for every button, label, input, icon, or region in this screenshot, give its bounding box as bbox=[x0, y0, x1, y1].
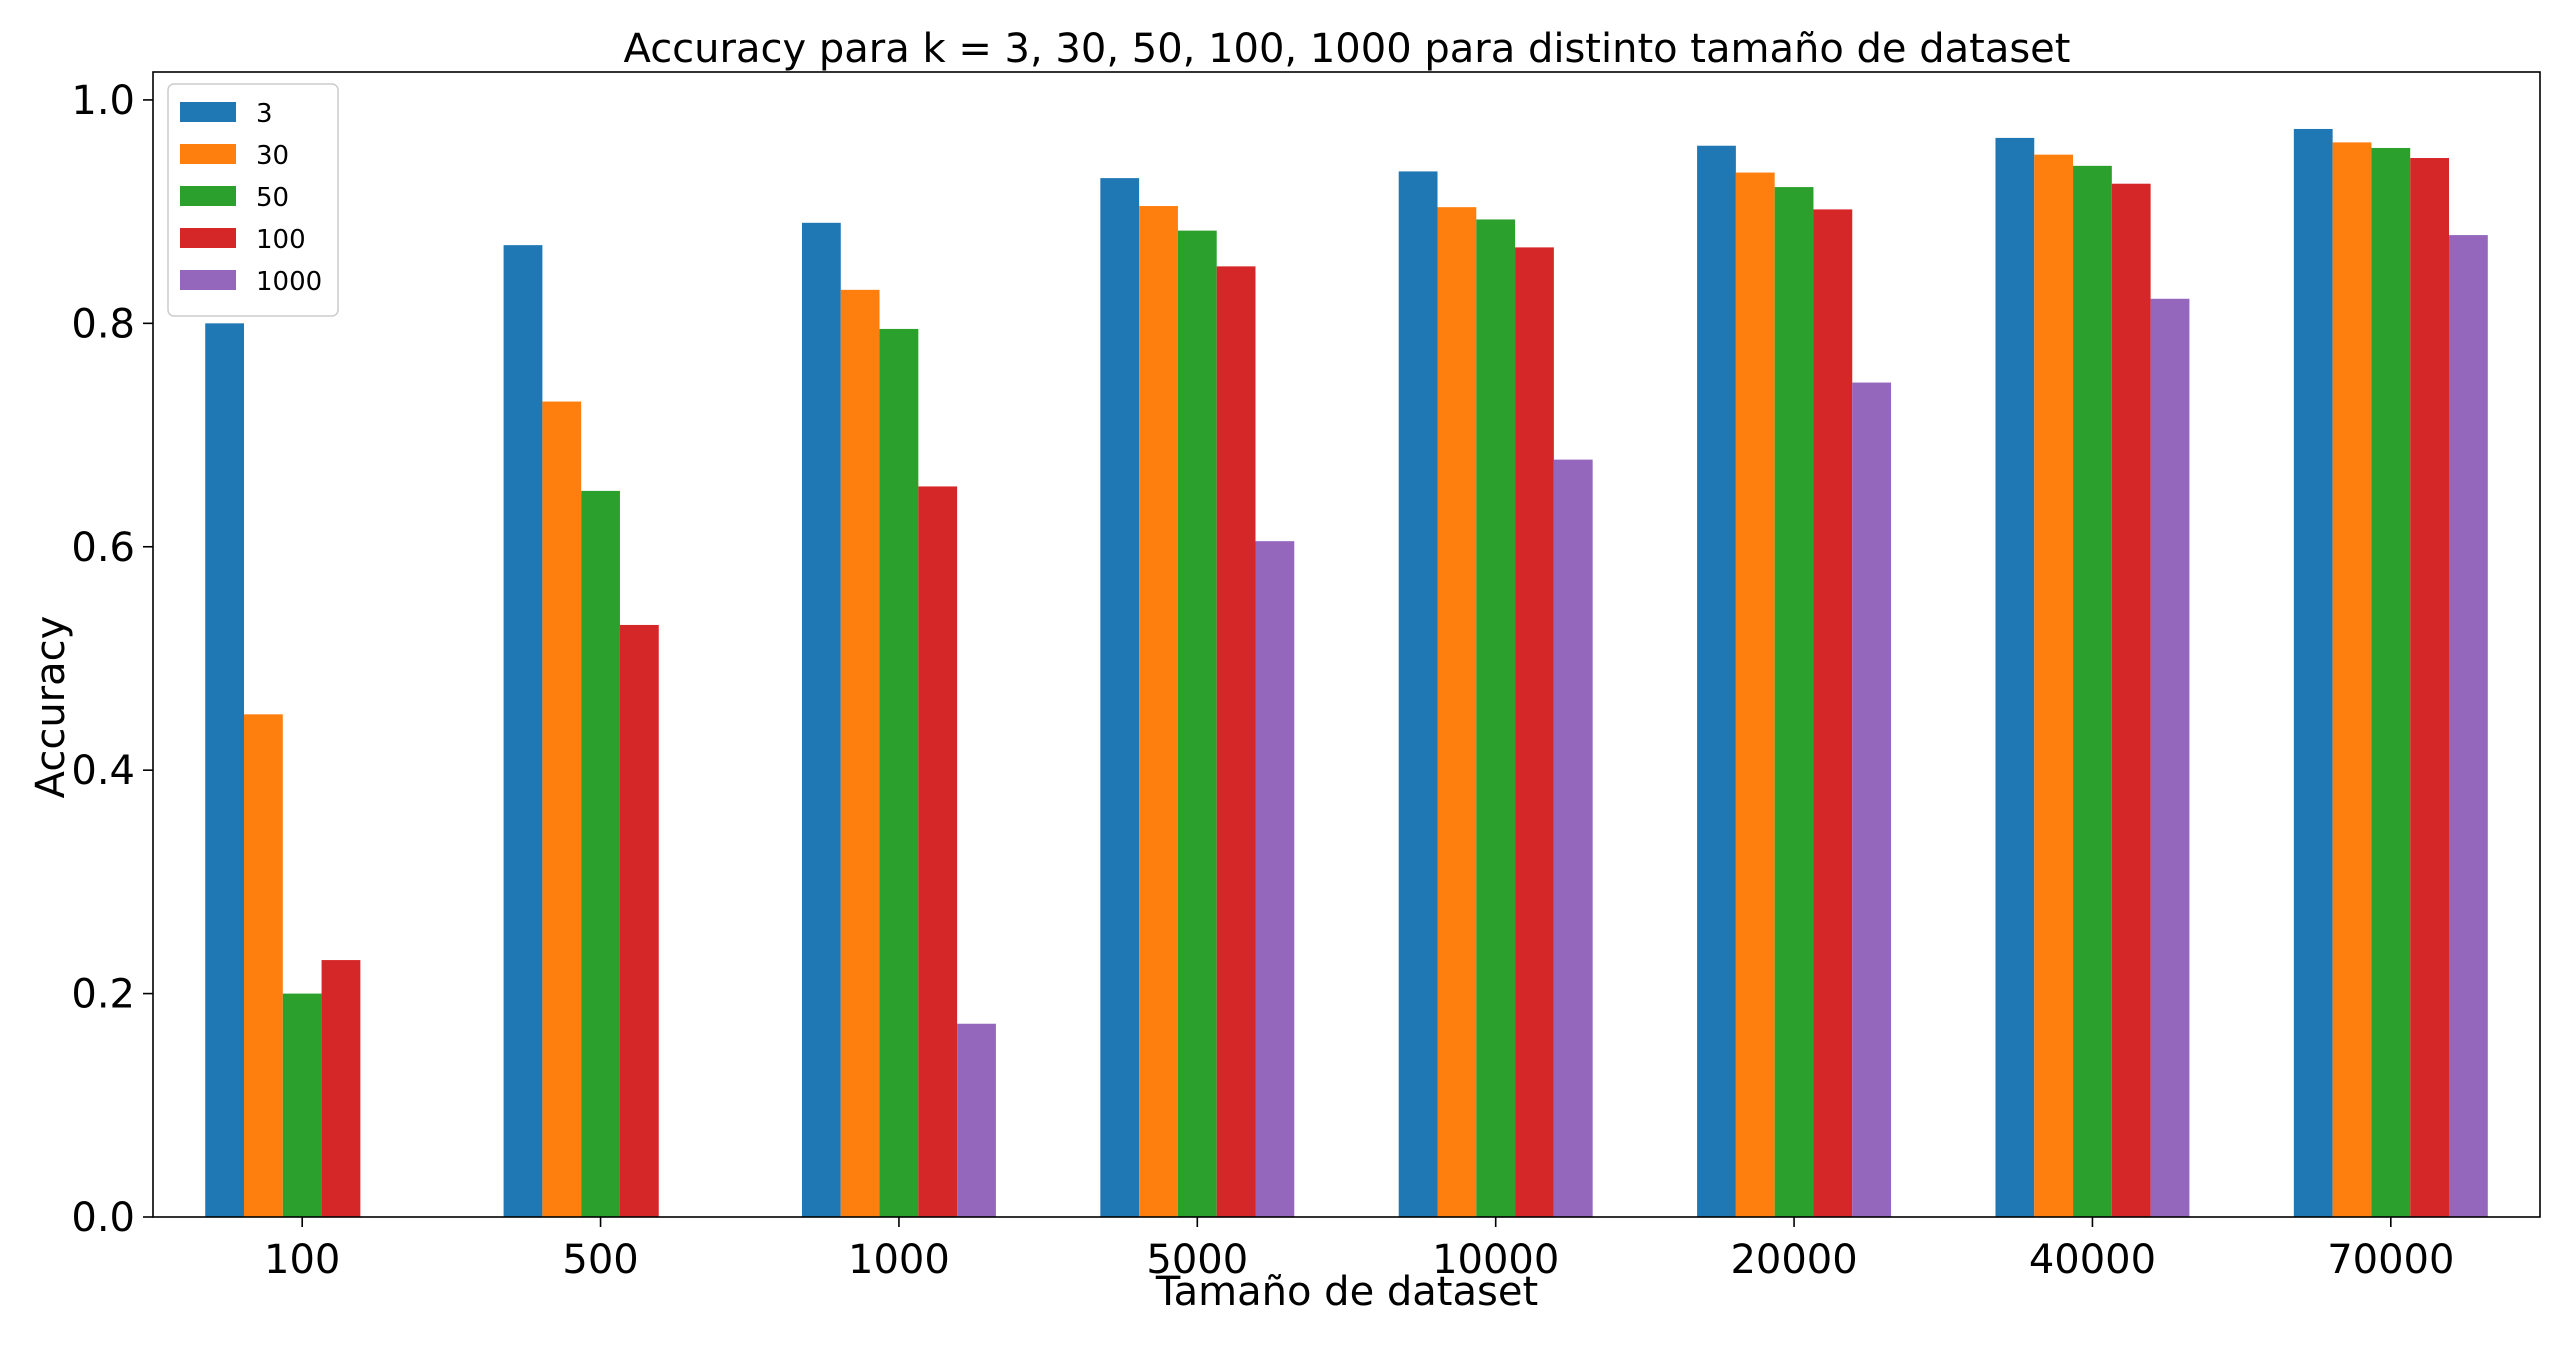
x-tick-label: 40000 bbox=[2029, 1237, 2156, 1283]
legend-swatch bbox=[180, 102, 236, 122]
chart-title: Accuracy para k = 3, 30, 50, 100, 1000 p… bbox=[624, 26, 2071, 72]
axes-layer: 0.0 0.2 0.4 0.6 0.8 1.0 100 500 1000 5000 10000 200… bbox=[71, 71, 2541, 1283]
y-tick-label: 1.0 bbox=[71, 78, 135, 124]
bar-k3-100 bbox=[205, 323, 245, 1218]
bar-k100-20000 bbox=[1813, 209, 1853, 1217]
bar-k50-20000 bbox=[1774, 187, 1814, 1217]
plot-frame bbox=[152, 71, 2541, 1218]
x-tick-label: 5000 bbox=[1146, 1237, 1248, 1283]
bar-k3-40000 bbox=[1995, 137, 2035, 1217]
bar-k30-100 bbox=[244, 714, 283, 1217]
legend-swatch bbox=[180, 144, 236, 164]
legend-label: 3 bbox=[256, 99, 273, 129]
bar-k100-10000 bbox=[1515, 247, 1554, 1217]
bar-k50-100 bbox=[282, 993, 322, 1217]
bar-k100-70000 bbox=[2410, 158, 2449, 1217]
bar-k30-40000 bbox=[2034, 154, 2074, 1217]
y-tick-label: 0.8 bbox=[71, 301, 135, 347]
x-tick-label: 500 bbox=[562, 1237, 638, 1283]
y-tick-label: 0.2 bbox=[71, 972, 135, 1018]
bar-k30-20000 bbox=[1735, 172, 1775, 1217]
legend-swatch bbox=[180, 228, 236, 248]
bar-k50-40000 bbox=[2073, 165, 2112, 1218]
legend: 3 30 50 100 1000 bbox=[167, 83, 339, 317]
bar-k100-500 bbox=[619, 624, 659, 1217]
bars-layer bbox=[205, 128, 2488, 1218]
x-tick-label: 70000 bbox=[2327, 1237, 2454, 1283]
legend-box bbox=[167, 83, 339, 317]
bar-k1000-10000 bbox=[1553, 459, 1593, 1217]
bar-k30-500 bbox=[542, 401, 582, 1217]
bar-k3-70000 bbox=[2293, 128, 2333, 1218]
bar-k3-10000 bbox=[1398, 171, 1438, 1217]
bar-k50-10000 bbox=[1476, 219, 1516, 1217]
legend-label: 100 bbox=[256, 225, 306, 255]
bar-k100-5000 bbox=[1216, 266, 1256, 1217]
legend-label: 1000 bbox=[256, 267, 322, 297]
bar-k3-500 bbox=[503, 245, 543, 1217]
y-axis-label: Accuracy bbox=[28, 616, 74, 799]
bar-k3-5000 bbox=[1100, 178, 1140, 1217]
bar-k50-500 bbox=[581, 490, 620, 1217]
legend-swatch bbox=[180, 186, 236, 206]
y-tick-label: 0.6 bbox=[71, 525, 135, 571]
x-axis-label: Tamaño de dataset bbox=[1155, 1269, 1538, 1315]
bar-k1000-5000 bbox=[1255, 541, 1295, 1217]
bar-k1000-20000 bbox=[1852, 382, 1892, 1217]
bar-k3-1000 bbox=[801, 222, 841, 1218]
bar-k30-10000 bbox=[1437, 207, 1477, 1218]
legend-label: 50 bbox=[256, 183, 289, 213]
bar-k100-40000 bbox=[2111, 183, 2151, 1218]
y-tick-label: 0.4 bbox=[71, 748, 135, 794]
bar-k100-1000 bbox=[918, 486, 958, 1217]
bar-k100-100 bbox=[321, 960, 361, 1217]
bar-k30-70000 bbox=[2332, 142, 2372, 1217]
bar-k1000-1000 bbox=[957, 1023, 996, 1217]
x-tick-label: 10000 bbox=[1432, 1237, 1559, 1283]
x-tick-label: 1000 bbox=[848, 1237, 950, 1283]
y-tick-label: 0.0 bbox=[71, 1195, 135, 1241]
legend-label: 30 bbox=[256, 141, 289, 171]
bar-k1000-40000 bbox=[2150, 298, 2190, 1217]
bar-k50-70000 bbox=[2371, 147, 2411, 1218]
legend-swatch bbox=[180, 270, 236, 290]
bar-k30-1000 bbox=[840, 289, 880, 1218]
bar-k3-20000 bbox=[1697, 145, 1736, 1218]
bar-k50-5000 bbox=[1177, 230, 1217, 1217]
bar-k1000-70000 bbox=[2449, 235, 2488, 1218]
bar-k50-1000 bbox=[879, 328, 919, 1217]
x-tick-label: 100 bbox=[264, 1237, 340, 1283]
x-tick-label: 20000 bbox=[1730, 1237, 1857, 1283]
bar-k30-5000 bbox=[1139, 206, 1178, 1218]
